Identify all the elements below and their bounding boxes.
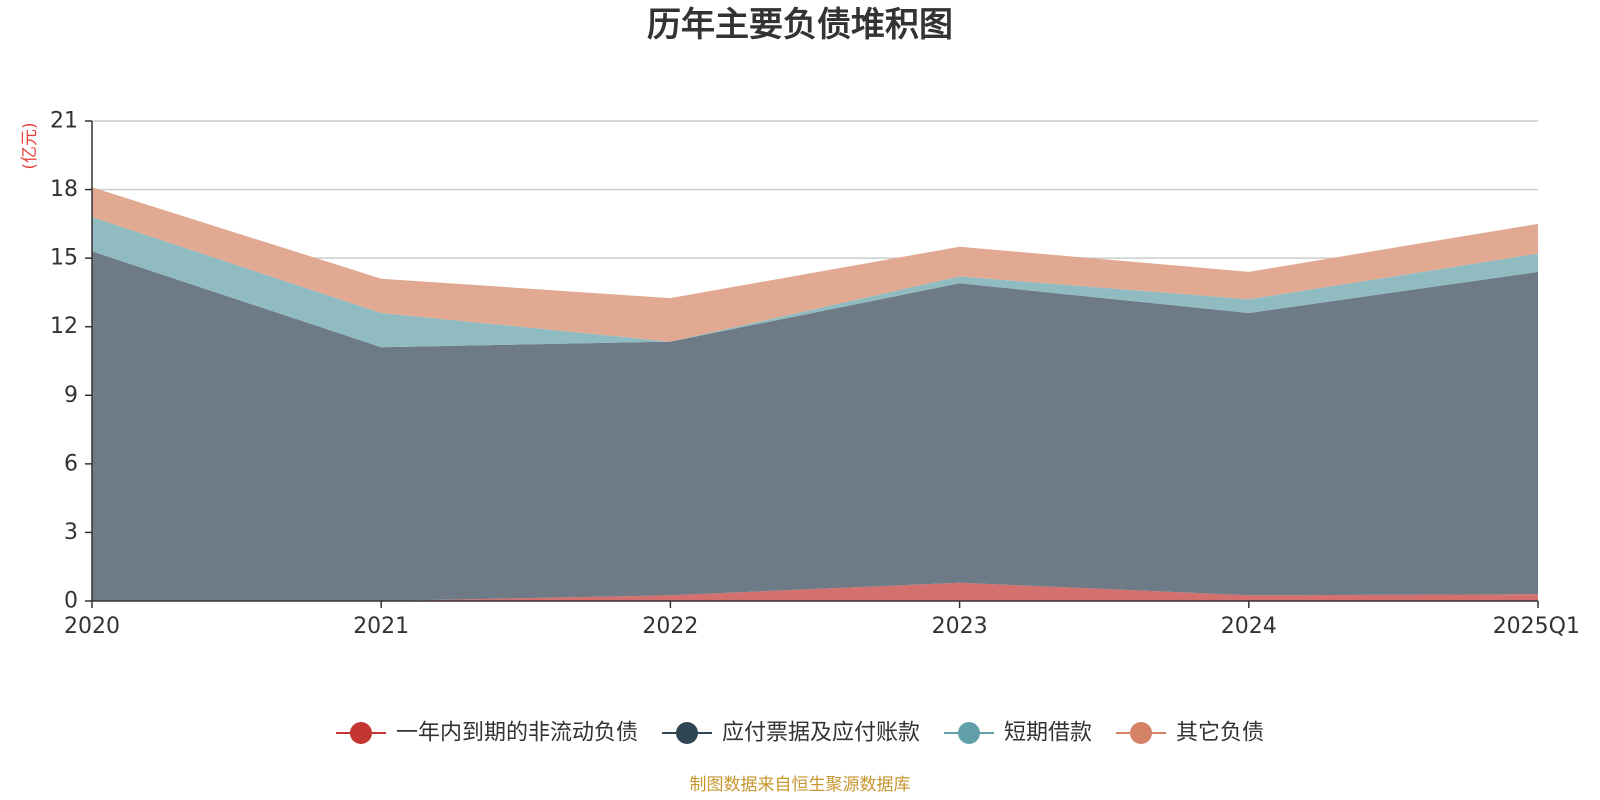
y-axis-unit-label: (亿元)	[20, 122, 40, 169]
legend-marker	[958, 722, 980, 744]
legend-label: 其它负债	[1176, 721, 1264, 746]
legend: 一年内到期的非流动负债 应付票据及应付账款 短期借款 其它负债	[335, 721, 1264, 746]
x-tick-label: 2022	[642, 614, 698, 639]
legend-item-1[interactable]: 应付票据及应付账款	[661, 721, 920, 746]
area-series-0	[92, 582, 1538, 601]
legend-marker	[349, 722, 372, 744]
legend-item-3[interactable]: 其它负债	[1116, 721, 1264, 746]
y-tick-label: 3	[64, 520, 78, 545]
source-note: 制图数据来自恒生聚源数据库	[690, 775, 911, 795]
legend-marker	[675, 722, 698, 744]
x-tick-label: 2025Q1	[1493, 614, 1580, 639]
legend-marker	[1130, 722, 1153, 744]
legend-label: 应付票据及应付账款	[722, 721, 920, 746]
y-tick-label: 18	[50, 177, 78, 202]
legend-label: 短期借款	[1004, 721, 1092, 746]
area-series-1	[92, 251, 1538, 602]
legend-label: 一年内到期的非流动负债	[396, 721, 638, 746]
y-tick-labels: 0 3 6 9 12 15 18 21	[50, 109, 92, 614]
legend-item-2[interactable]: 短期借款	[944, 721, 1092, 746]
x-tick-label: 2021	[353, 614, 409, 639]
legend-item-0[interactable]: 一年内到期的非流动负债	[335, 721, 638, 746]
y-tick-label: 0	[64, 589, 78, 614]
y-tick-label: 6	[64, 451, 78, 476]
x-tick-label: 2024	[1221, 614, 1277, 639]
y-tick-label: 21	[50, 109, 78, 134]
y-tick-label: 9	[64, 383, 78, 408]
x-tick-labels: 2020 2021 2022 2023 2024 2025Q1	[64, 601, 1580, 639]
area-series-3	[92, 187, 1538, 342]
y-tick-label: 15	[50, 246, 78, 271]
area-series	[92, 187, 1538, 602]
chart-title: 历年主要负债堆积图	[647, 5, 953, 45]
x-tick-label: 2020	[64, 614, 120, 639]
y-tick-label: 12	[50, 314, 78, 339]
x-tick-label: 2023	[932, 614, 988, 639]
axes	[91, 121, 1538, 602]
